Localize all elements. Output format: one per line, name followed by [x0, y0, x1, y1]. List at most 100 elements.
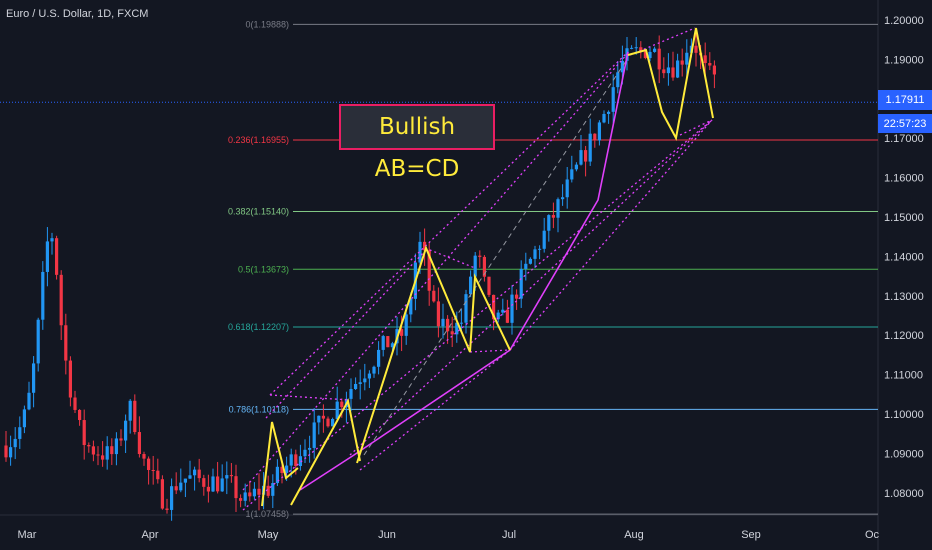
candle-body	[22, 409, 26, 428]
candle-body	[519, 268, 523, 299]
candle-body	[464, 294, 468, 323]
candle-body	[432, 290, 436, 302]
candle-body	[496, 312, 500, 320]
candle-body	[331, 418, 335, 427]
last-price-tag: 1.17911	[878, 90, 932, 110]
candle-body	[607, 111, 611, 114]
candle-body	[179, 482, 183, 491]
abcd-leg	[356, 245, 511, 464]
candle-body	[446, 318, 450, 332]
candle-body	[561, 197, 565, 200]
candle-body	[326, 418, 330, 427]
candle-body	[515, 294, 519, 299]
candle-body	[91, 446, 95, 455]
candle-body	[367, 373, 371, 379]
candle-body	[501, 309, 505, 313]
candle-body	[685, 52, 689, 65]
candle-body	[671, 67, 675, 78]
candle-body	[45, 241, 49, 272]
candle-body	[285, 465, 289, 473]
candle-body	[528, 258, 532, 264]
price-tick-label: 1.09000	[884, 448, 924, 460]
candle-body	[243, 492, 247, 501]
candle-body	[174, 486, 178, 491]
candle-body	[630, 47, 634, 49]
candle-body	[611, 87, 615, 112]
candle-body	[524, 263, 528, 269]
candle-body	[137, 432, 141, 455]
candle-body	[386, 336, 390, 348]
candle-body	[257, 488, 261, 495]
projection-line	[363, 57, 629, 456]
candle-body	[27, 392, 31, 410]
candle-body	[4, 445, 8, 458]
candle-body	[657, 48, 661, 70]
candle-body	[487, 276, 491, 295]
candle-body	[349, 389, 353, 399]
candle-body	[202, 478, 206, 487]
candle-body	[473, 255, 477, 277]
candle-body	[588, 133, 592, 162]
fib-level-label: 0(1.19888)	[245, 19, 289, 29]
channel-line	[424, 247, 476, 269]
time-tick-label: Jul	[502, 529, 516, 541]
candle-body	[87, 445, 91, 447]
channel-line	[509, 119, 713, 351]
candle-body	[712, 65, 716, 75]
candle-body	[390, 343, 394, 348]
price-tick-label: 1.15000	[884, 212, 924, 224]
candle-body	[547, 215, 551, 231]
channel-line	[269, 394, 351, 401]
price-tick-label: 1.08000	[884, 488, 924, 500]
channel-line	[359, 349, 511, 471]
candle-body	[593, 133, 597, 141]
candle-body	[105, 446, 109, 460]
candle-body	[156, 470, 160, 480]
candle-body	[620, 60, 624, 73]
abcd-leg	[290, 398, 361, 506]
candle-body	[197, 469, 201, 479]
price-tick-label: 1.14000	[884, 251, 924, 263]
candle-body	[18, 427, 22, 439]
price-tick-label: 1.12000	[884, 330, 924, 342]
candle-body	[321, 415, 325, 419]
candle-body	[423, 241, 427, 251]
candle-body	[55, 238, 59, 275]
candle-body	[703, 55, 707, 64]
candle-body	[469, 276, 473, 295]
candle-body	[340, 401, 344, 408]
candle-body	[206, 486, 210, 492]
fib-level-label: 0.236(1.16955)	[228, 135, 289, 145]
candle-body	[165, 508, 169, 510]
price-tick-label: 1.16000	[884, 173, 924, 185]
candle-body	[13, 438, 17, 448]
candle-body	[275, 466, 279, 484]
candle-body	[533, 249, 537, 259]
candle-body	[436, 301, 440, 327]
candle-body	[82, 420, 86, 446]
candle-body	[170, 486, 174, 510]
candle-body	[482, 256, 486, 277]
candle-body	[280, 466, 284, 473]
abcd-leg	[261, 421, 299, 507]
candle-body	[574, 164, 578, 170]
candle-body	[381, 336, 385, 350]
candle-body	[409, 298, 413, 315]
candle-body	[634, 47, 638, 49]
candle-body	[478, 255, 482, 257]
time-tick-label: May	[258, 529, 279, 541]
candle-body	[151, 469, 155, 471]
pattern-label-box: Bullish AB=CD	[339, 104, 495, 182]
candle-body	[271, 483, 275, 496]
candle-body	[377, 349, 381, 367]
candle-body	[32, 363, 36, 393]
time-tick-label: Apr	[141, 529, 158, 541]
candle-body	[101, 455, 105, 460]
candle-body	[354, 383, 358, 390]
time-tick-label: Aug	[624, 529, 644, 541]
candle-body	[294, 454, 298, 467]
candle-body	[193, 469, 197, 476]
candle-body	[317, 415, 321, 423]
candle-body	[542, 230, 546, 249]
